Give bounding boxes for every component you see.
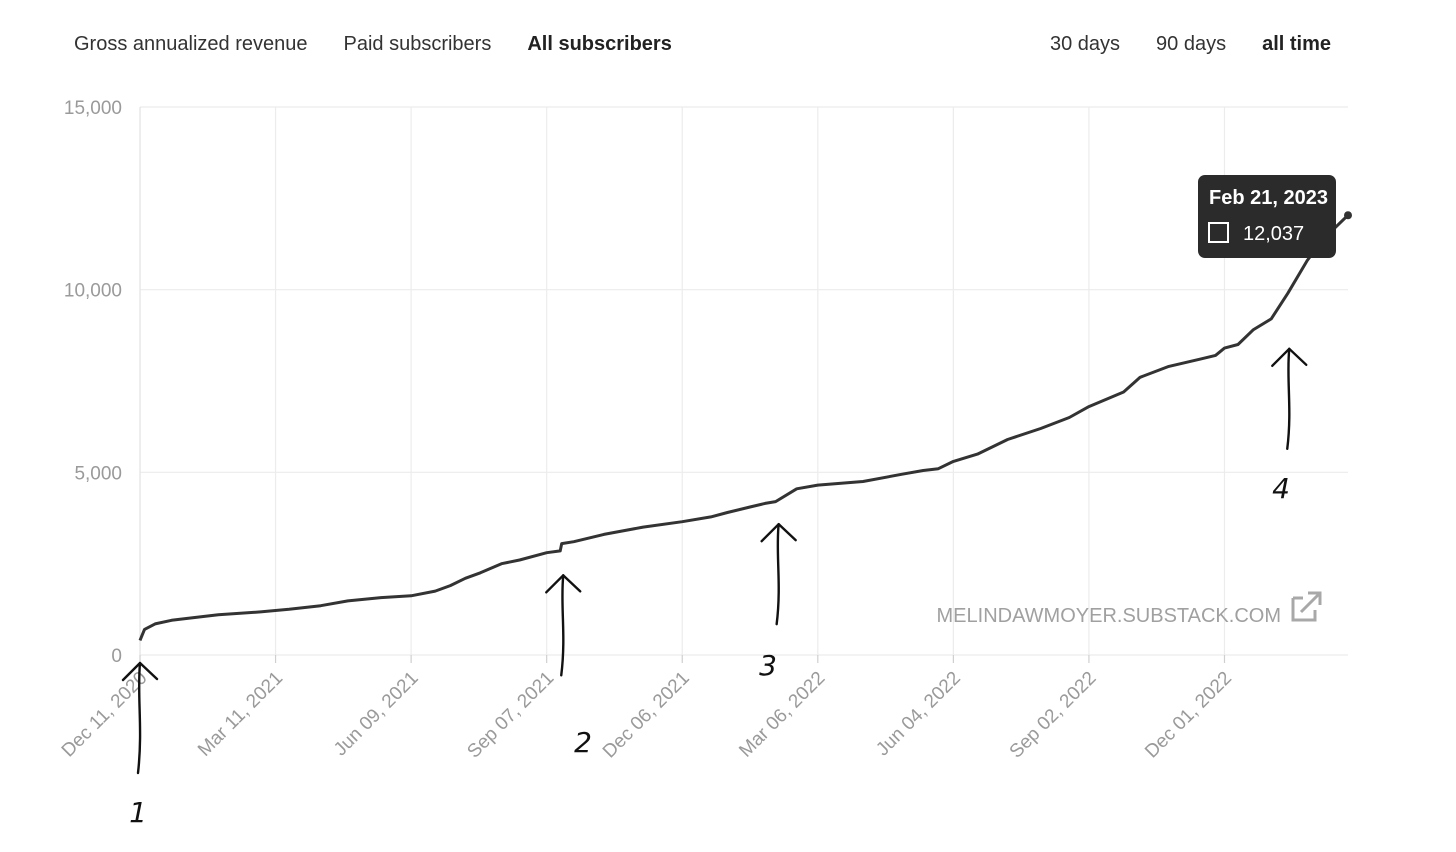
range-tabs: 30 days 90 days all time	[1050, 33, 1331, 56]
annotation-arrow	[775, 522, 780, 626]
annotation-arrowhead	[760, 522, 797, 543]
tooltip-swatch	[1208, 222, 1229, 243]
annotation-number: 1	[129, 796, 147, 829]
tooltip-box	[1198, 175, 1336, 258]
x-tick-label: Jun 09, 2021	[330, 668, 423, 761]
x-tick-label: Mar 06, 2022	[735, 668, 829, 762]
annotation-arrowhead	[545, 574, 582, 594]
annotation-arrow	[560, 574, 565, 677]
range-90-days[interactable]: 90 days	[1156, 33, 1227, 55]
annotation-number: 2	[574, 726, 592, 759]
range-all-time[interactable]: all time	[1262, 33, 1331, 55]
x-tick-label: Mar 11, 2021	[194, 668, 287, 761]
watermark[interactable]: MELINDAWMOYER.SUBSTACK.COM	[937, 591, 1322, 627]
hand-drawn-annotations: 1 2 3 4	[121, 347, 1308, 829]
series-line	[138, 214, 1350, 641]
y-tick-label: 0	[111, 646, 122, 667]
x-tick-label: Sep 02, 2022	[1006, 668, 1101, 763]
annotation-number: 3	[759, 649, 777, 682]
y-tick-label: 15,000	[64, 98, 122, 119]
annotation-number: 4	[1272, 472, 1290, 505]
annotation-arrowhead	[121, 661, 159, 682]
annotation-arrow	[1286, 347, 1291, 451]
tab-all-subscribers[interactable]: All subscribers	[527, 33, 672, 55]
range-30-days[interactable]: 30 days	[1049, 33, 1121, 55]
external-link-icon[interactable]	[1291, 591, 1322, 622]
x-tick-label: Jun 04, 2022	[872, 668, 965, 761]
axes: 0 5,000 10,000 15,000 Dec 11, 2020 Mar 11, 20…	[58, 98, 1236, 762]
hover-point[interactable]	[1344, 211, 1352, 220]
tab-paid-subscribers[interactable]: Paid subscribers	[343, 33, 492, 55]
tab-gross-annualized-revenue[interactable]: Gross annualized revenue	[74, 33, 308, 55]
grid	[139, 106, 1348, 663]
y-tick-label: 10,000	[64, 281, 122, 302]
x-tick-label: Sep 07, 2021	[463, 668, 558, 763]
tooltip-date: Feb 21, 2023	[1209, 187, 1328, 209]
tooltip-value: 12,037	[1243, 223, 1304, 245]
x-tick-label: Dec 11, 2020	[58, 668, 152, 762]
metric-tabs: Gross annualized revenue Paid subscribers…	[74, 33, 672, 56]
annotation-arrow	[136, 661, 142, 775]
x-tick-label: Dec 01, 2022	[1141, 668, 1236, 763]
annotation-arrowhead	[1271, 347, 1308, 368]
x-tick-label: Dec 06, 2021	[599, 668, 694, 763]
tooltip: Feb 21, 2023 12,037	[1198, 175, 1336, 258]
series-layer	[138, 211, 1352, 641]
y-tick-label: 5,000	[74, 463, 122, 484]
watermark-text[interactable]: MELINDAWMOYER.SUBSTACK.COM	[937, 605, 1281, 627]
